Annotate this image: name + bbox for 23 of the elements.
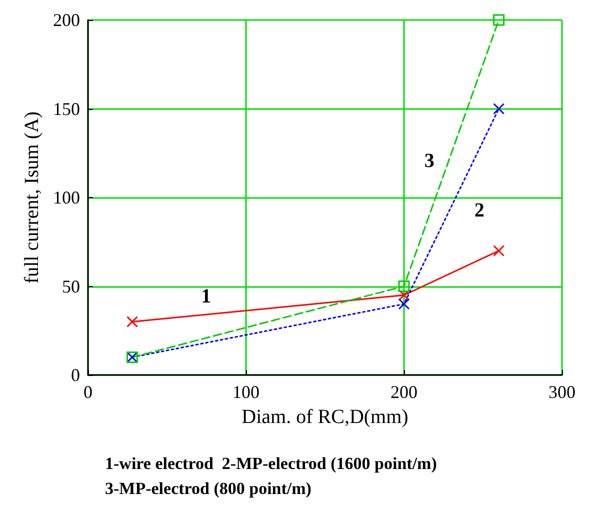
x-axis-title: Diam. of RC,D(mm): [242, 406, 408, 428]
point: [126, 316, 138, 328]
point: [493, 245, 505, 256]
y-tick-label: 0: [71, 365, 80, 385]
point: [398, 280, 410, 292]
x-tick-label: 200: [390, 382, 418, 402]
series-label: 1: [201, 285, 212, 308]
series-label: 2: [474, 199, 484, 222]
point: [493, 14, 505, 26]
text: 1-wire electrod 2-MP-electrod (1600 point/m): [105, 454, 437, 473]
y-tick-label: 50: [62, 276, 80, 296]
y-tick-label: 100: [53, 188, 80, 208]
x-tick-label: 100: [232, 382, 260, 402]
y-tick-label: 200: [53, 10, 80, 30]
text: 3-MP-electrod (800 point/m): [105, 479, 312, 498]
series-label: 3: [424, 150, 434, 172]
x-tick-label: 0: [84, 382, 92, 402]
point: [493, 103, 505, 114]
x-tick-label: 300: [548, 382, 576, 402]
point: [398, 289, 410, 301]
point: [398, 298, 410, 310]
y-axis-title: full current, Isum (A): [21, 111, 44, 284]
y-tick-label: 150: [53, 98, 80, 119]
